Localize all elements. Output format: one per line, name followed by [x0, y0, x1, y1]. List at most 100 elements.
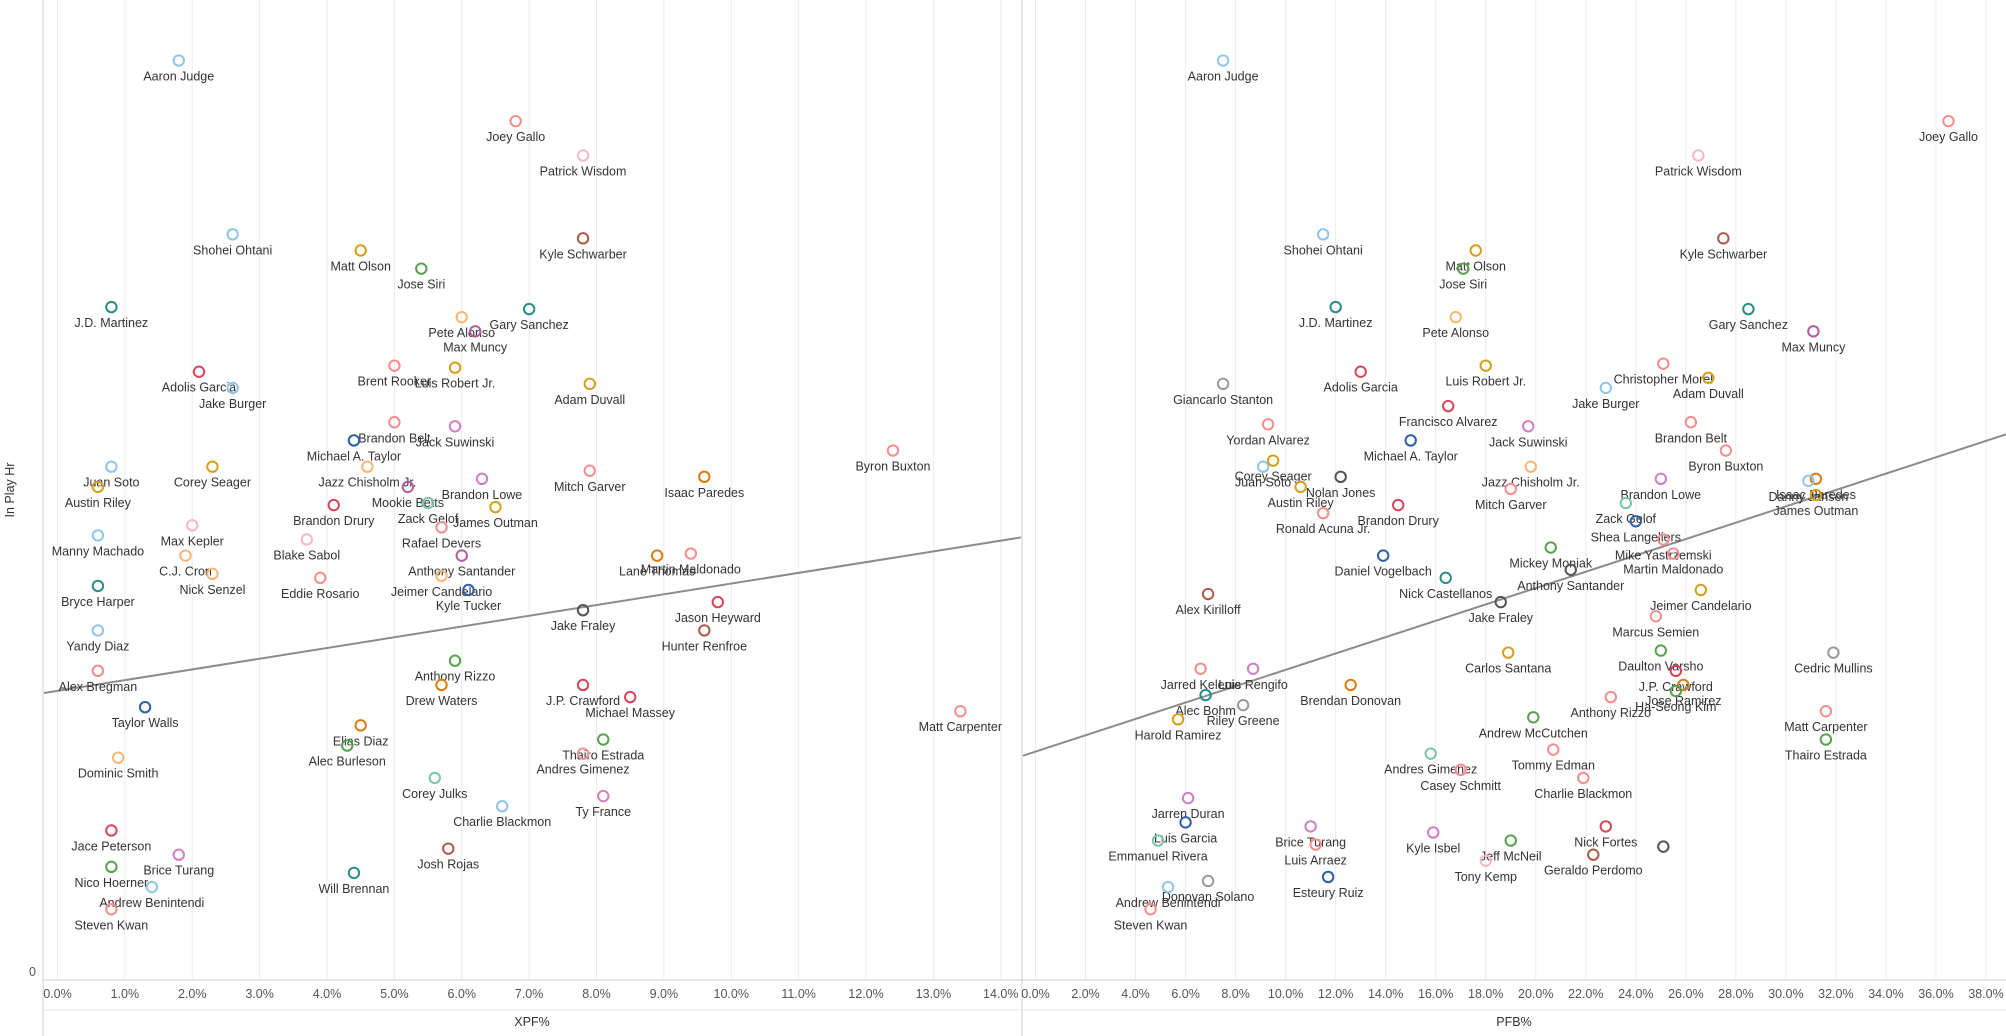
data-point[interactable] — [1502, 646, 1515, 659]
data-point[interactable] — [954, 705, 967, 718]
data-point[interactable] — [1316, 228, 1330, 241]
data-point[interactable] — [179, 549, 192, 562]
data-point[interactable] — [388, 359, 401, 372]
data-point[interactable] — [1684, 416, 1698, 429]
data-point[interactable] — [105, 460, 118, 473]
data-point[interactable] — [1294, 480, 1307, 494]
data-point[interactable] — [1827, 646, 1840, 659]
data-point[interactable] — [469, 325, 482, 338]
data-point[interactable] — [435, 678, 448, 692]
data-point[interactable] — [91, 624, 105, 637]
data-point[interactable] — [698, 470, 711, 484]
data-point[interactable] — [1527, 711, 1540, 724]
data-point[interactable] — [172, 848, 185, 861]
data-point[interactable] — [475, 472, 489, 486]
data-point[interactable] — [1256, 460, 1270, 473]
data-point[interactable] — [583, 464, 596, 477]
data-point[interactable] — [624, 690, 637, 704]
data-point[interactable] — [1216, 377, 1230, 391]
data-point[interactable] — [650, 549, 664, 562]
data-point[interactable] — [583, 377, 596, 391]
data-point[interactable] — [462, 583, 475, 597]
data-point[interactable] — [448, 420, 462, 433]
data-point[interactable] — [1179, 816, 1192, 829]
data-point[interactable] — [91, 529, 105, 542]
data-point[interactable] — [1479, 854, 1492, 867]
data-point[interactable] — [105, 860, 118, 874]
data-point[interactable] — [347, 434, 361, 447]
data-point[interactable] — [1657, 840, 1670, 853]
data-point[interactable] — [1587, 848, 1600, 861]
data-point[interactable] — [105, 903, 118, 916]
data-point[interactable] — [684, 547, 698, 560]
data-point[interactable] — [1161, 880, 1175, 894]
data-point[interactable] — [448, 361, 462, 374]
data-point[interactable] — [1629, 515, 1643, 528]
data-point[interactable] — [1564, 563, 1577, 576]
data-point[interactable] — [1694, 583, 1708, 597]
data-point[interactable] — [388, 416, 401, 429]
data-point[interactable] — [1236, 698, 1250, 712]
data-point[interactable] — [597, 733, 610, 746]
data-point[interactable] — [226, 228, 239, 241]
data-point[interactable] — [1669, 664, 1683, 678]
data-point[interactable] — [145, 880, 159, 894]
data-point[interactable] — [1599, 381, 1612, 395]
data-point[interactable] — [1819, 733, 1833, 746]
data-point[interactable] — [1669, 684, 1683, 698]
data-point[interactable] — [1404, 434, 1417, 447]
data-point[interactable] — [698, 624, 711, 637]
data-point[interactable] — [576, 678, 590, 692]
data-point[interactable] — [1654, 472, 1668, 486]
data-point[interactable] — [327, 498, 340, 512]
data-point[interactable] — [1677, 678, 1690, 692]
data-point[interactable] — [226, 381, 239, 395]
data-point[interactable] — [1702, 371, 1715, 384]
data-point[interactable] — [576, 747, 590, 760]
data-point[interactable] — [1201, 587, 1215, 601]
data-point[interactable] — [435, 569, 448, 583]
data-point[interactable] — [1424, 747, 1437, 760]
data-point[interactable] — [421, 496, 435, 510]
data-point[interactable] — [711, 595, 724, 609]
data-point[interactable] — [1246, 662, 1260, 675]
data-point[interactable] — [1354, 365, 1367, 378]
data-point[interactable] — [1657, 533, 1670, 546]
data-point[interactable] — [1376, 549, 1390, 562]
data-point[interactable] — [1599, 820, 1612, 833]
data-point[interactable] — [1144, 903, 1157, 916]
data-point[interactable] — [1316, 506, 1330, 520]
data-point[interactable] — [1261, 418, 1275, 431]
data-point[interactable] — [455, 310, 468, 324]
data-point[interactable] — [361, 460, 374, 473]
data-point[interactable] — [1667, 547, 1680, 560]
data-point[interactable] — [1334, 470, 1347, 484]
data-point[interactable] — [105, 824, 118, 837]
data-point[interactable] — [1692, 149, 1705, 162]
data-point[interactable] — [415, 262, 428, 275]
data-point[interactable] — [1717, 232, 1730, 245]
data-point[interactable] — [1309, 838, 1322, 851]
data-point[interactable] — [91, 579, 105, 593]
data-point[interactable] — [522, 302, 536, 316]
data-point[interactable] — [1199, 688, 1212, 702]
data-point[interactable] — [1201, 874, 1215, 888]
data-point[interactable] — [192, 365, 206, 378]
data-point[interactable] — [1449, 310, 1462, 324]
data-point[interactable] — [1266, 454, 1280, 467]
data-point[interactable] — [435, 521, 448, 534]
data-point[interactable] — [300, 533, 313, 546]
data-point[interactable] — [428, 771, 441, 785]
data-point[interactable] — [1427, 826, 1440, 839]
data-point[interactable] — [1171, 713, 1185, 726]
data-point[interactable] — [1807, 325, 1820, 338]
data-point[interactable] — [172, 54, 185, 67]
data-point[interactable] — [1719, 444, 1733, 457]
data-point[interactable] — [1181, 791, 1195, 805]
data-point[interactable] — [138, 700, 152, 714]
data-point[interactable] — [1649, 610, 1663, 623]
data-point[interactable] — [1479, 359, 1492, 372]
data-point[interactable] — [1742, 302, 1755, 316]
data-point[interactable] — [1524, 460, 1537, 473]
data-point[interactable] — [576, 603, 590, 617]
